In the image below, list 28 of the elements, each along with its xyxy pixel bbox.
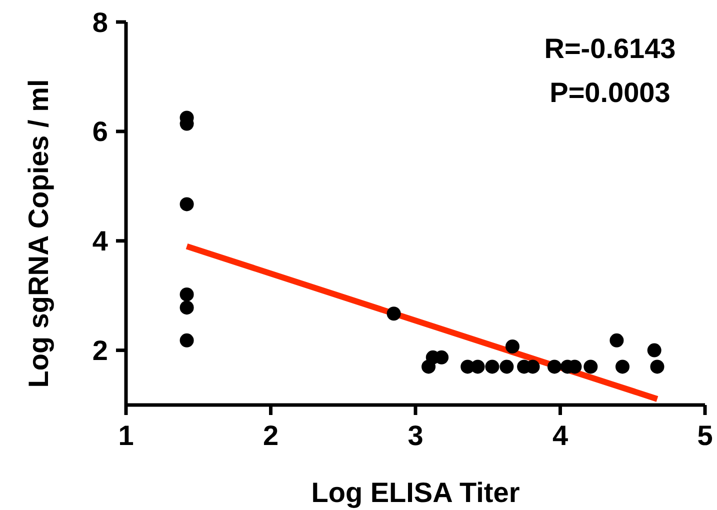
x-tick-label: 4 [552,420,568,451]
point [610,333,624,348]
y-tick-label: 2 [92,335,108,366]
point [485,360,500,374]
x-axis-title: Log ELISA Titer [311,477,520,508]
point [584,360,598,374]
y-tick-label: 8 [92,6,108,38]
point [180,287,194,302]
x-tick-label: 2 [262,420,279,451]
point [505,339,520,354]
annotation: P=0.0003 [550,77,670,108]
point [615,360,630,374]
x-tick-label: 5 [697,420,713,451]
point [180,333,194,348]
x-tick-label: 1 [118,420,134,451]
y-tick-label: 6 [92,116,108,148]
point [180,300,194,315]
point [470,360,485,374]
point [500,360,514,374]
annotation: R=-0.6143 [544,33,676,64]
point [650,360,664,374]
y-axis-title: Log sgRNA Copies / ml [23,79,54,388]
y-tick-label: 4 [92,226,108,257]
point [547,360,562,374]
point [386,306,401,321]
point [180,197,194,212]
point [647,343,662,358]
x-tick-label: 3 [408,420,424,451]
